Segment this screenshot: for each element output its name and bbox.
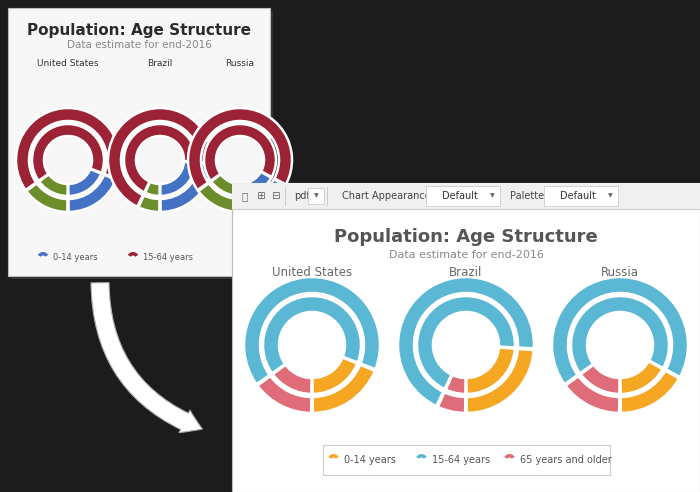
Wedge shape [571, 296, 669, 373]
Wedge shape [466, 347, 515, 394]
Text: pdf: pdf [294, 191, 309, 201]
Wedge shape [244, 277, 380, 384]
Wedge shape [241, 179, 285, 212]
Wedge shape [581, 365, 620, 394]
FancyArrowPatch shape [91, 283, 202, 432]
Wedge shape [328, 454, 339, 459]
Wedge shape [128, 252, 138, 257]
Wedge shape [108, 108, 212, 207]
Text: 15-64 years: 15-64 years [431, 455, 489, 465]
Text: Brazil: Brazil [147, 59, 173, 67]
Text: ▼: ▼ [314, 193, 318, 198]
Wedge shape [188, 108, 292, 190]
Wedge shape [620, 361, 663, 394]
Text: Palette:: Palette: [510, 191, 547, 201]
Text: United States: United States [37, 59, 99, 67]
Wedge shape [38, 252, 48, 257]
Wedge shape [39, 174, 68, 196]
Wedge shape [69, 169, 102, 196]
FancyBboxPatch shape [426, 186, 500, 206]
Wedge shape [398, 277, 534, 406]
Text: Chart Appearance:: Chart Appearance: [342, 191, 434, 201]
Wedge shape [313, 365, 375, 413]
Wedge shape [467, 349, 534, 413]
Text: Russia: Russia [225, 59, 255, 67]
Wedge shape [416, 454, 427, 459]
Text: 65 years and older: 65 years and older [519, 455, 611, 465]
Wedge shape [160, 162, 196, 196]
Wedge shape [417, 296, 515, 389]
Text: ⎙: ⎙ [242, 191, 248, 201]
FancyBboxPatch shape [232, 183, 700, 209]
Text: 0-14 years: 0-14 years [53, 253, 97, 263]
Wedge shape [69, 175, 116, 212]
Text: Russia: Russia [601, 267, 639, 279]
Wedge shape [273, 365, 312, 394]
Text: ⊟: ⊟ [271, 191, 279, 201]
Wedge shape [27, 184, 67, 212]
Text: Population: Age Structure: Population: Age Structure [27, 23, 251, 37]
Text: Default: Default [442, 191, 478, 201]
Wedge shape [16, 108, 120, 190]
Wedge shape [504, 454, 514, 459]
Wedge shape [204, 124, 276, 181]
FancyBboxPatch shape [11, 11, 273, 279]
Text: ▼: ▼ [489, 193, 494, 198]
Wedge shape [446, 375, 466, 394]
Wedge shape [263, 296, 361, 373]
FancyBboxPatch shape [544, 186, 618, 206]
Wedge shape [240, 172, 272, 196]
Wedge shape [32, 124, 104, 181]
Wedge shape [198, 184, 239, 212]
Text: Population: Age Structure: Population: Age Structure [334, 228, 598, 246]
Wedge shape [124, 124, 196, 192]
FancyBboxPatch shape [232, 183, 700, 492]
Text: Data estimate for end-2016: Data estimate for end-2016 [389, 250, 543, 260]
Wedge shape [160, 163, 212, 212]
FancyBboxPatch shape [308, 188, 324, 204]
Text: 0-14 years: 0-14 years [344, 455, 395, 465]
FancyBboxPatch shape [8, 8, 270, 276]
Wedge shape [438, 392, 466, 413]
Wedge shape [211, 174, 239, 196]
Text: Data estimate for end-2016: Data estimate for end-2016 [66, 40, 211, 50]
Wedge shape [145, 182, 160, 196]
Text: United States: United States [272, 267, 352, 279]
Text: Brazil: Brazil [449, 267, 483, 279]
Text: Default: Default [560, 191, 596, 201]
Text: ▼: ▼ [608, 193, 612, 198]
Wedge shape [258, 376, 312, 413]
Text: ⊞: ⊞ [256, 191, 265, 201]
Wedge shape [566, 376, 620, 413]
FancyBboxPatch shape [235, 186, 700, 492]
Wedge shape [621, 370, 679, 413]
FancyBboxPatch shape [323, 445, 610, 475]
Wedge shape [139, 195, 160, 212]
Text: 15-64 years: 15-64 years [143, 253, 193, 263]
Wedge shape [552, 277, 688, 384]
Wedge shape [312, 358, 357, 394]
